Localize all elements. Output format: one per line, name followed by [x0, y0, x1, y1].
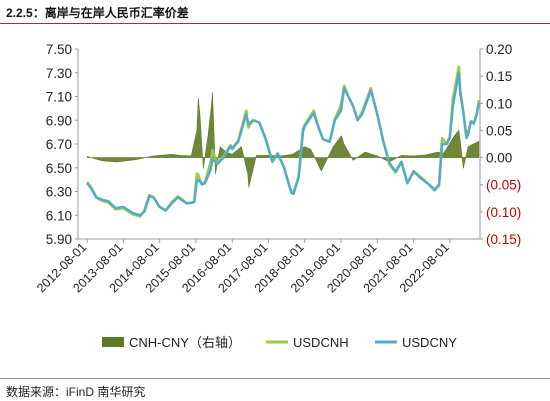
y-right-tick-label: (0.05): [486, 178, 521, 193]
y-right-tick-label: 0.05: [486, 123, 512, 138]
y-right-tick-label: (0.15): [486, 232, 521, 247]
series-cnh-cny-area: [86, 92, 480, 188]
y-left-tick-label: 6.50: [46, 161, 72, 176]
data-source: 数据来源：iFinD 南华研究: [6, 385, 146, 399]
title-divider: [0, 23, 550, 24]
chart-title: 2.2.5：离岸与在岸人民币汇率价差: [6, 6, 189, 20]
y-left-tick-label: 5.90: [46, 232, 72, 247]
y-right-tick-label: 0.00: [486, 151, 512, 166]
chart-svg: 7.50 7.30 7.10 6.90 6.70 6.50 6.30 6.10 5.90 0.20…: [34, 42, 521, 350]
legend-label: CNH-CNY（右轴）: [129, 335, 241, 350]
source-divider: [0, 378, 550, 379]
y-right-tick-label: 0.20: [486, 42, 512, 57]
y-left-tick-label: 7.10: [46, 90, 72, 105]
legend-label: USDCNH: [293, 335, 349, 350]
series-usdcnh-line: [86, 65, 481, 218]
legend: CNH-CNY（右轴） USDCNH USDCNY: [102, 335, 457, 350]
series-usdcny-line: [86, 71, 480, 217]
y-left-tick-label: 6.30: [46, 185, 72, 200]
y-left-tick-label: 6.70: [46, 137, 72, 152]
y-right-tick-label: 0.15: [486, 69, 512, 84]
spread-area-group: [86, 92, 480, 188]
y-left-tick-label: 6.90: [46, 113, 72, 128]
fx-lines-group: [86, 65, 481, 218]
axes-group: 7.50 7.30 7.10 6.90 6.70 6.50 6.30 6.10 5.90 0.20…: [34, 42, 521, 295]
y-left-tick-label: 7.50: [46, 42, 72, 57]
y-right-tick-label: 0.10: [486, 96, 512, 111]
y-left-tick-label: 6.10: [46, 208, 72, 223]
legend-label: USDCNY: [402, 335, 457, 350]
y-right-tick-label: (0.10): [486, 205, 521, 220]
legend-swatch-spread: [102, 337, 124, 347]
y-left-tick-label: 7.30: [46, 66, 72, 81]
